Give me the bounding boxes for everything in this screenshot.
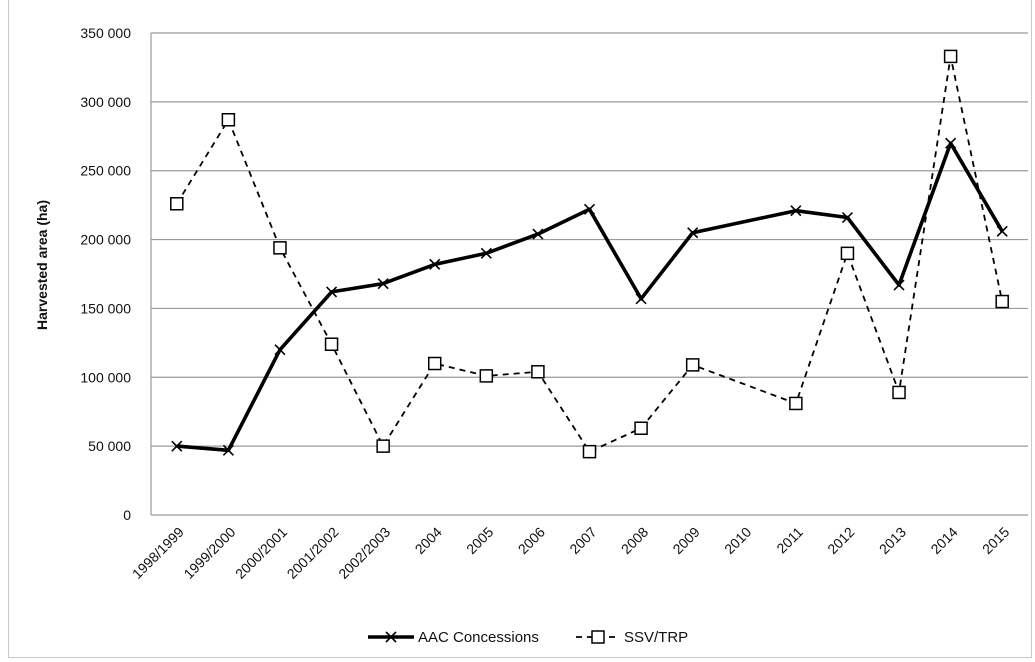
x-tick-label: 2011 (773, 524, 806, 557)
point-marker-square (943, 49, 958, 64)
point-marker-square (273, 241, 287, 255)
x-tick-label: 1999/2000 (180, 524, 238, 582)
point-marker-square (324, 337, 339, 351)
x-tick-label: 2001/2002 (284, 524, 342, 582)
x-tick-label: 2005 (463, 524, 496, 557)
legend-marker-x (385, 631, 397, 643)
x-tick-label: 2010 (721, 524, 754, 557)
point-marker-x (635, 293, 647, 305)
y-tick-label: 0 (123, 507, 131, 523)
point-marker-square (427, 356, 442, 371)
point-marker-square (221, 113, 236, 127)
x-tick-label: 2014 (927, 524, 960, 557)
point-marker-square (170, 197, 184, 211)
point-marker-x (841, 211, 854, 224)
series-line-aac (176, 141, 1004, 453)
x-axis: 1998/19991999/20002000/20012001/20022002… (129, 524, 1013, 582)
legend-label-aac: AAC Concessions (418, 629, 539, 646)
point-marker-square (892, 385, 906, 400)
y-tick-label: 100 000 (80, 369, 131, 385)
chart-frame (8, 0, 1032, 658)
point-marker-x (893, 279, 905, 291)
x-tick-label: 2009 (669, 524, 702, 557)
point-marker-x (171, 440, 183, 452)
gridlines (151, 32, 1028, 516)
x-tick-label: 2004 (412, 524, 445, 557)
x-tick-label: 2000/2001 (232, 524, 290, 582)
point-marker-square (995, 294, 1009, 309)
x-tick-label: 2012 (824, 524, 857, 557)
point-marker-x (583, 203, 596, 215)
x-tick-label: 2013 (876, 524, 909, 557)
legend-label-ssv: SSV/TRP (624, 629, 688, 646)
y-tick-label: 50 000 (88, 438, 131, 454)
point-marker-square (531, 365, 545, 379)
point-marker-square (685, 358, 700, 372)
x-tick-label: 1998/1999 (129, 524, 187, 582)
point-marker-x (532, 228, 544, 240)
point-marker-x (325, 286, 338, 298)
point-marker-x (222, 444, 234, 456)
series-line-ssv (176, 55, 1004, 453)
y-tick-label: 350 000 (80, 25, 131, 41)
point-marker-x (274, 344, 286, 356)
point-marker-square (376, 439, 390, 453)
series-layer (170, 49, 1009, 459)
point-marker-square (789, 396, 803, 411)
x-tick-label: 2002/2003 (335, 524, 393, 582)
point-marker-square (634, 421, 648, 435)
point-marker-square (840, 246, 855, 261)
legend: AAC Concessions SSV/TRP (368, 629, 688, 646)
point-marker-x (945, 137, 957, 149)
point-marker-x (429, 258, 441, 270)
x-tick-label: 2006 (515, 524, 548, 557)
y-tick-label: 200 000 (80, 232, 131, 248)
point-marker-x (480, 247, 492, 259)
x-tick-label: 2007 (566, 524, 599, 557)
point-marker-x (377, 278, 389, 290)
point-marker-x (996, 225, 1008, 237)
y-tick-label: 300 000 (80, 94, 131, 110)
y-axis-label: Harvested area (ha) (34, 200, 50, 330)
point-marker-square (479, 369, 494, 383)
x-tick-label: 2008 (618, 524, 651, 557)
y-axis: 0 50 000 100 000 150 000 200 000 250 000 300 0… (80, 25, 152, 523)
point-marker-square (582, 444, 597, 459)
legend-marker-square (591, 630, 605, 644)
point-marker-x (687, 227, 699, 239)
y-tick-label: 150 000 (80, 300, 131, 316)
y-tick-label: 250 000 (80, 163, 131, 179)
point-marker-x (790, 205, 802, 217)
x-tick-label: 2015 (979, 524, 1012, 557)
